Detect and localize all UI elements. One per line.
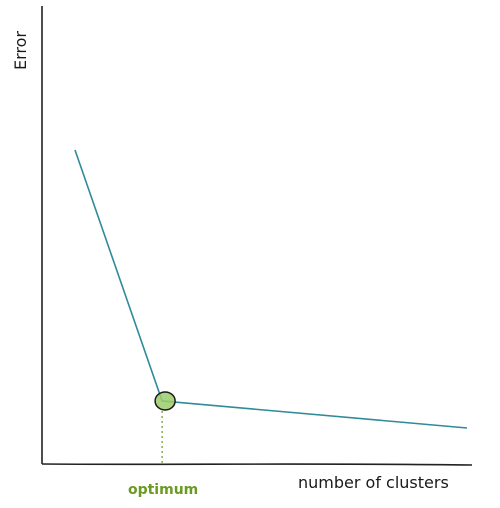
optimum-marker — [154, 391, 176, 411]
plot-area — [74, 149, 468, 464]
x-axis — [41, 463, 473, 466]
y-axis-label: Error — [11, 31, 30, 70]
error-curve — [74, 149, 468, 429]
x-axis-label: number of clusters — [298, 473, 449, 492]
optimum-label: optimum — [128, 482, 198, 498]
